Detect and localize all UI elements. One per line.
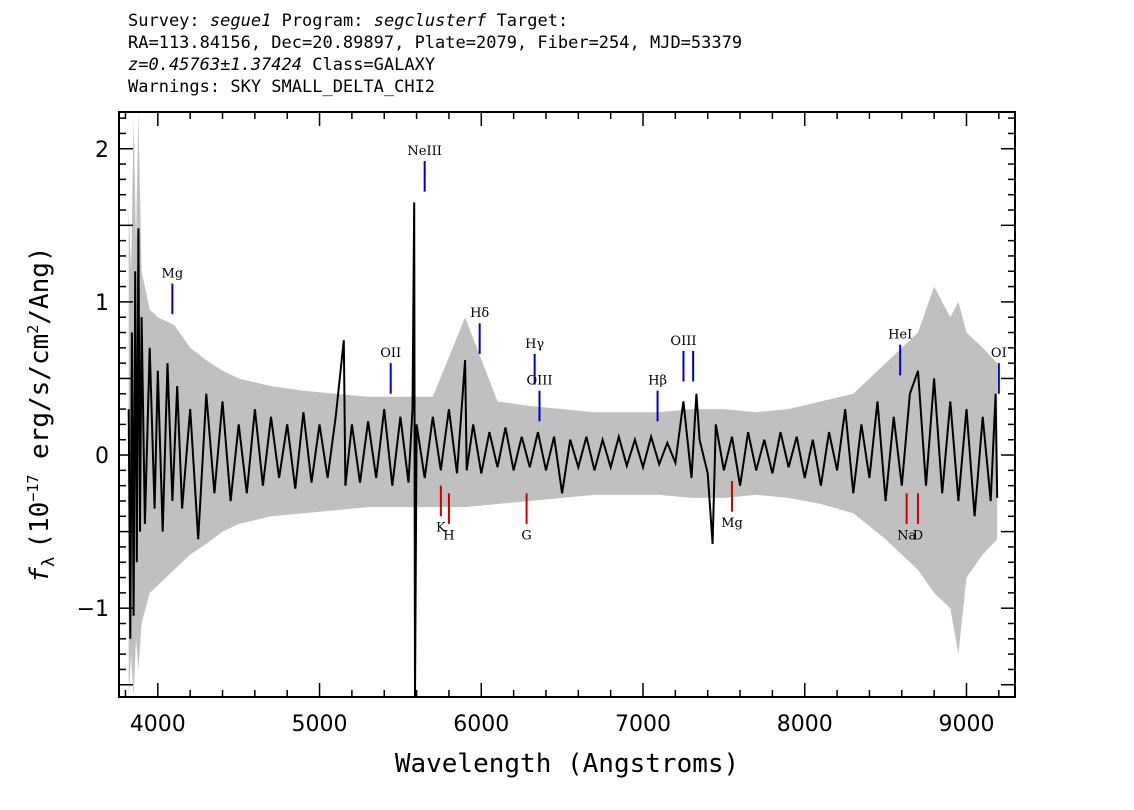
- y-axis-exp: −17: [24, 475, 42, 502]
- line-label: D: [913, 528, 923, 543]
- spectrum-header: Survey: segue1 Program: segclusterf Targ…: [128, 10, 742, 98]
- error-band: [128, 112, 998, 697]
- axes: 4000 5000 6000 7000 8000 9000 −1 0 1 2: [77, 111, 1016, 737]
- x-tick-label: 4000: [130, 712, 186, 737]
- y-axis-post: /Ang): [25, 246, 55, 324]
- redshift-value: z=0.45763±1.37424: [128, 55, 302, 75]
- line-label: Mg: [162, 266, 184, 281]
- x-axis-title: Wavelength (Angstroms): [395, 749, 739, 779]
- line-label: NeIII: [407, 144, 441, 159]
- y-axis-sub: λ: [39, 557, 59, 567]
- x-tick-label: 5000: [292, 712, 348, 737]
- line-label: Hδ: [470, 306, 489, 321]
- plot-frame: [118, 111, 1016, 698]
- flux-line: [127, 202, 999, 698]
- line-label: G: [521, 528, 531, 543]
- program-label: Program:: [281, 11, 364, 31]
- header-line-1: Survey: segue1 Program: segclusterf Targ…: [128, 10, 742, 32]
- y-axis-exp2: 2: [24, 325, 42, 334]
- line-label: H: [443, 528, 454, 543]
- y-tick-label: 2: [95, 138, 109, 163]
- error-band-area: [128, 112, 998, 697]
- header-line-2: RA=113.84156, Dec=20.89897, Plate=2079, …: [128, 33, 743, 53]
- header-line-3: z=0.45763±1.37424 Class=GALAXY: [128, 54, 742, 76]
- line-label: HeI: [888, 328, 912, 343]
- line-label: Na: [897, 528, 916, 543]
- y-tick-label: 0: [95, 444, 109, 469]
- y-tick-label: 1: [95, 291, 109, 316]
- x-tick-label: 9000: [938, 712, 994, 737]
- y-axis-pre: (10: [25, 502, 55, 549]
- header-line-4: Warnings: SKY SMALL_DELTA_CHI2: [128, 77, 436, 97]
- line-label: OII: [380, 346, 401, 361]
- y-axis-title: fλ (10−17 erg/s/cm2/Ang): [24, 246, 59, 582]
- line-label: Mg: [721, 516, 743, 531]
- line-label: Hβ: [648, 374, 667, 389]
- line-label: OIII: [670, 334, 696, 349]
- line-label: Hγ: [525, 337, 544, 352]
- target-label: Target:: [496, 11, 569, 31]
- x-tick-label: 8000: [777, 712, 833, 737]
- x-tick-label: 6000: [453, 712, 509, 737]
- y-axis-f: f: [25, 567, 55, 583]
- x-tick-label: 7000: [615, 712, 671, 737]
- spectral-lines: Mg OII NeIII Hδ Hγ OIII Hβ OIII HeI OI KH G Mg NaD: [162, 144, 1007, 543]
- flux-series: [127, 202, 999, 698]
- survey-value: segue1: [209, 11, 272, 31]
- class-value: Class=GALAXY: [312, 55, 436, 75]
- line-label: OI: [991, 346, 1007, 361]
- line-label: K: [436, 521, 446, 536]
- survey-label: Survey:: [128, 11, 200, 31]
- y-tick-label: −1: [77, 597, 109, 622]
- line-label: OIII: [526, 374, 552, 389]
- program-value: segclusterf: [373, 11, 487, 31]
- y-axis-mid: erg/s/cm: [25, 334, 55, 475]
